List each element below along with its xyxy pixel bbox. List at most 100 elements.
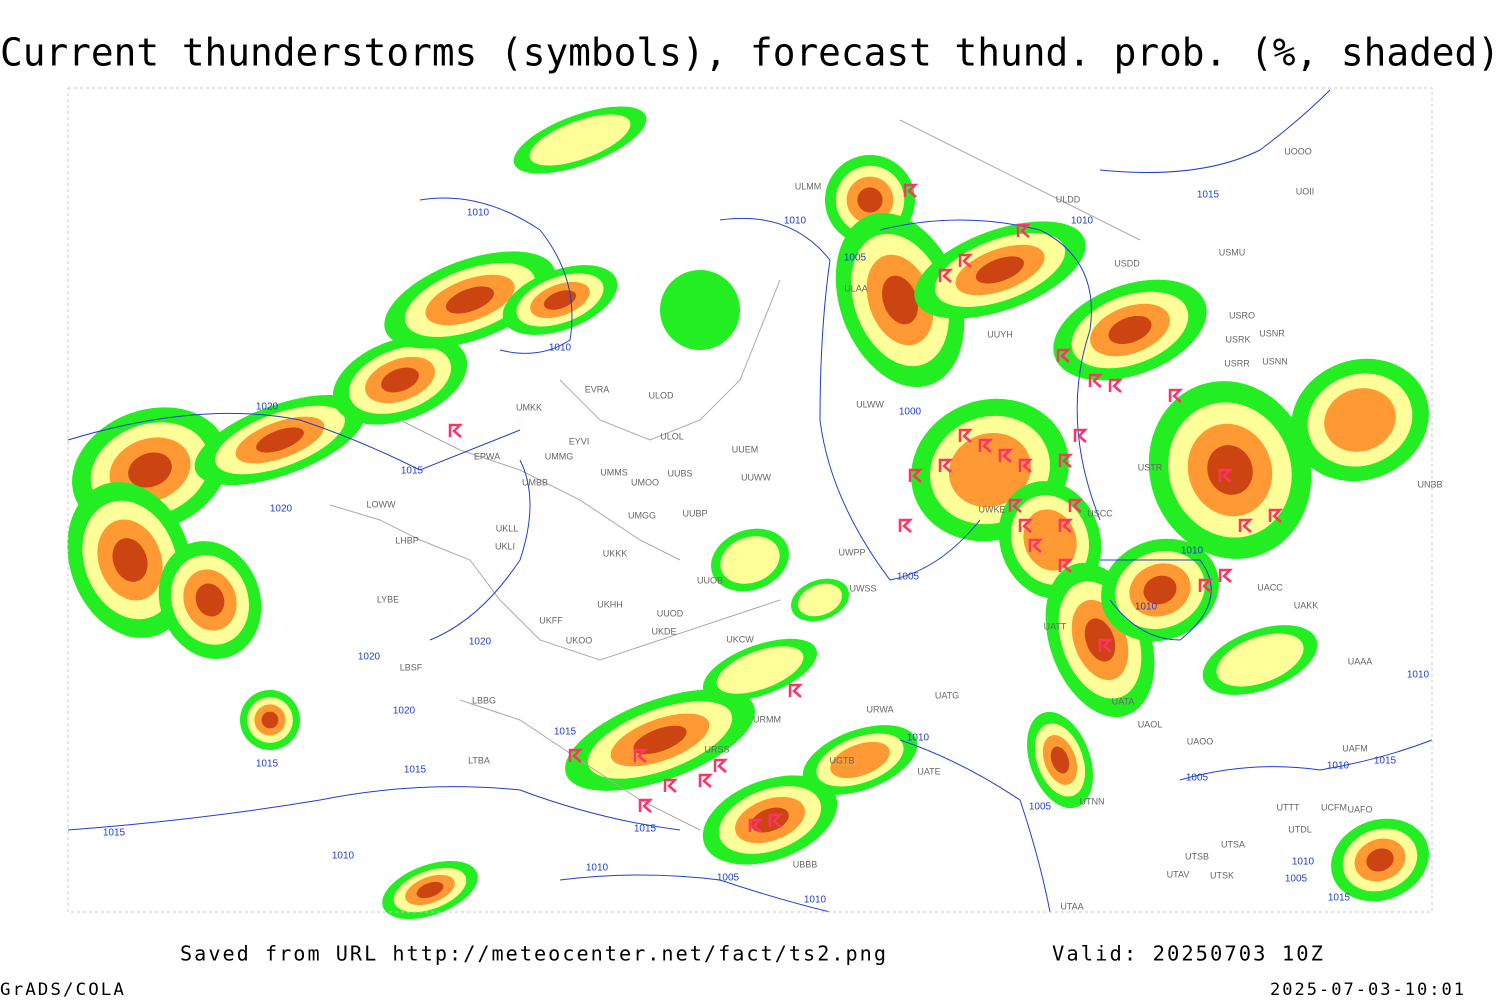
border-line: [329, 504, 781, 661]
isobar-line: [1179, 739, 1433, 781]
isobar-label: 1005: [1186, 773, 1209, 784]
storm-symbol: [1008, 498, 1024, 513]
storm-symbol: [698, 773, 714, 788]
station-label: UATE: [917, 766, 940, 776]
shading-blob: [529, 114, 631, 166]
station-label: USNR: [1259, 328, 1285, 338]
shading-blob: [882, 275, 918, 325]
shading-blob: [716, 646, 804, 694]
station-label: URWA: [867, 704, 894, 714]
isobar-label: 1010: [549, 343, 572, 354]
station-label: UAKK: [1294, 600, 1319, 610]
shading-blob: [1324, 388, 1396, 452]
station-label: UOII: [1296, 186, 1315, 196]
station-label: UATG: [935, 690, 959, 700]
shading-blob: [1216, 633, 1304, 687]
station-label: UUWW: [741, 472, 771, 482]
isobar-label: 1015: [103, 828, 126, 839]
station-label: UUYH: [987, 329, 1013, 339]
shading-blob: [256, 427, 304, 453]
isobar-line: [559, 874, 831, 913]
station-label: URSS: [704, 744, 729, 754]
station-label: USRR: [1224, 358, 1250, 368]
station-label: UMOO: [631, 477, 659, 487]
station-label: UUEM: [732, 444, 759, 454]
isobar-label: 1010: [804, 895, 827, 906]
isobar-line: [429, 459, 531, 641]
isobar-label: 1020: [393, 706, 416, 717]
storm-symbol: [1218, 468, 1234, 483]
storm-symbol: [768, 813, 784, 828]
station-label: URMM: [753, 714, 781, 724]
station-label: UWKE: [979, 504, 1006, 514]
shading-blob: [1366, 848, 1394, 872]
station-label: LBSF: [400, 662, 423, 672]
station-label: UUOD: [657, 608, 684, 618]
storm-symbol: [938, 268, 954, 283]
shading-blob: [1023, 509, 1077, 571]
storm-symbol: [1268, 508, 1284, 523]
storm-symbol: [998, 448, 1014, 463]
station-label: LYBE: [377, 594, 399, 604]
isobar-label: 1010: [467, 208, 490, 219]
station-label: UMGG: [628, 510, 656, 520]
station-label: UATA: [1112, 696, 1135, 706]
storm-symbol: [1056, 348, 1072, 363]
station-label: UWSS: [850, 583, 877, 593]
probability-shading: [67, 106, 1429, 920]
storm-symbol: [713, 758, 729, 773]
source-url: Saved from URL http://meteocenter.net/fa…: [180, 942, 888, 966]
station-label: ULOD: [648, 390, 674, 400]
isobar-label: 1020: [358, 652, 381, 663]
station-label: UKOO: [566, 635, 593, 645]
storm-symbol: [633, 748, 649, 763]
station-label: LHBP: [395, 535, 419, 545]
isobar-label: 1015: [1328, 893, 1351, 904]
storm-symbol: [1168, 388, 1184, 403]
shading-blob: [261, 711, 279, 729]
station-label: UACC: [1257, 582, 1283, 592]
storm-symbol: [1073, 428, 1089, 443]
storm-symbol: [568, 748, 584, 763]
station-label: UUOB: [697, 575, 723, 585]
isobar-label: 1010: [1071, 216, 1094, 227]
isobar-line: [1099, 89, 1331, 173]
station-label: LOWW: [367, 499, 397, 509]
station-label: ULAA: [844, 283, 868, 293]
isobar-line: [67, 412, 521, 471]
station-label: UKDE: [651, 626, 676, 636]
isobar-label: 1015: [554, 727, 577, 738]
station-label: UKKK: [603, 548, 628, 558]
station-label: UGTB: [829, 755, 854, 765]
station-label: EVRA: [585, 384, 610, 394]
isobar-line: [67, 786, 681, 831]
station-label: UUBS: [667, 468, 692, 478]
station-label: USRK: [1225, 334, 1250, 344]
storm-symbol: [663, 778, 679, 793]
isobar-line: [879, 219, 1101, 521]
station-label: USCC: [1087, 508, 1113, 518]
station-label: UKHH: [597, 599, 623, 609]
shading-blob: [112, 538, 148, 582]
isobar-label: 1010: [586, 863, 609, 874]
isobar-label: 1000: [899, 407, 922, 418]
shading-blob: [1108, 315, 1152, 345]
station-label: ULDD: [1056, 194, 1081, 204]
station-label: UTTT: [1277, 802, 1300, 812]
station-label: EYVI: [569, 436, 590, 446]
station-label: UUBP: [682, 508, 707, 518]
station-label: UTAV: [1167, 869, 1190, 879]
isobar-label: 1020: [256, 402, 279, 413]
station-label: UKCW: [726, 634, 754, 644]
station-label: UAFO: [1347, 804, 1372, 814]
storm-symbol: [1068, 498, 1084, 513]
isobar-label: 1015: [1374, 756, 1397, 767]
shading-blob: [633, 725, 687, 755]
isobar-label: 1010: [1181, 546, 1204, 557]
map-labels: 1010 1010 1005 1010 1015 1010 1020 1015 1020 1000…: [103, 146, 1443, 911]
station-label: UTDL: [1288, 824, 1312, 834]
shading-blob: [446, 286, 494, 314]
isobar-label: 1010: [784, 216, 807, 227]
isobar-line: [899, 739, 1051, 913]
